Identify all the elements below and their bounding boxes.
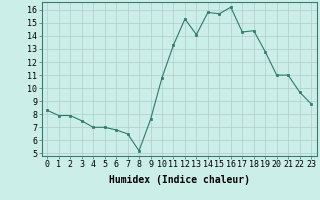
X-axis label: Humidex (Indice chaleur): Humidex (Indice chaleur) (109, 175, 250, 185)
